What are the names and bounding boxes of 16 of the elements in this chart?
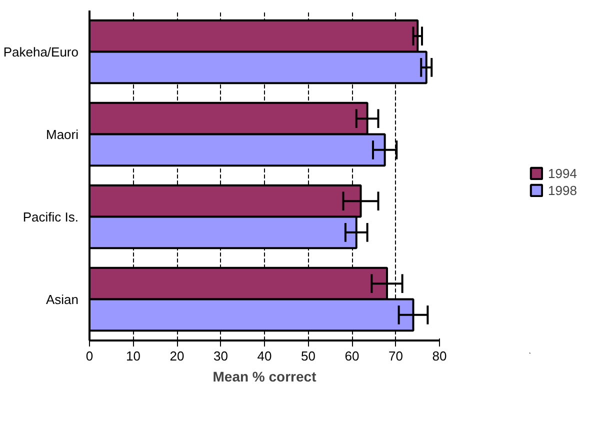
legend-label: 1994 bbox=[548, 166, 577, 180]
x-tick-label: 70 bbox=[388, 348, 403, 364]
x-tick-label: 0 bbox=[86, 348, 94, 364]
x-axis-title: Mean % correct bbox=[212, 368, 317, 384]
x-tick-label: 80 bbox=[432, 348, 447, 364]
y-tick-label: Pakeha/Euro bbox=[3, 44, 79, 60]
legend-label: 1998 bbox=[548, 182, 577, 198]
y-tick-label: Pacific Is. bbox=[22, 209, 78, 224]
x-tick-label: 50 bbox=[301, 348, 316, 364]
x-tick-label: 30 bbox=[214, 348, 228, 364]
x-tick-label: 60 bbox=[344, 348, 360, 364]
y-tick-label: Maori bbox=[46, 126, 79, 142]
y-tick-label: Asian bbox=[46, 292, 79, 307]
x-tick-label: 10 bbox=[126, 348, 140, 364]
x-tick-label: 20 bbox=[170, 348, 184, 364]
x-tick-label: 40 bbox=[257, 348, 272, 364]
